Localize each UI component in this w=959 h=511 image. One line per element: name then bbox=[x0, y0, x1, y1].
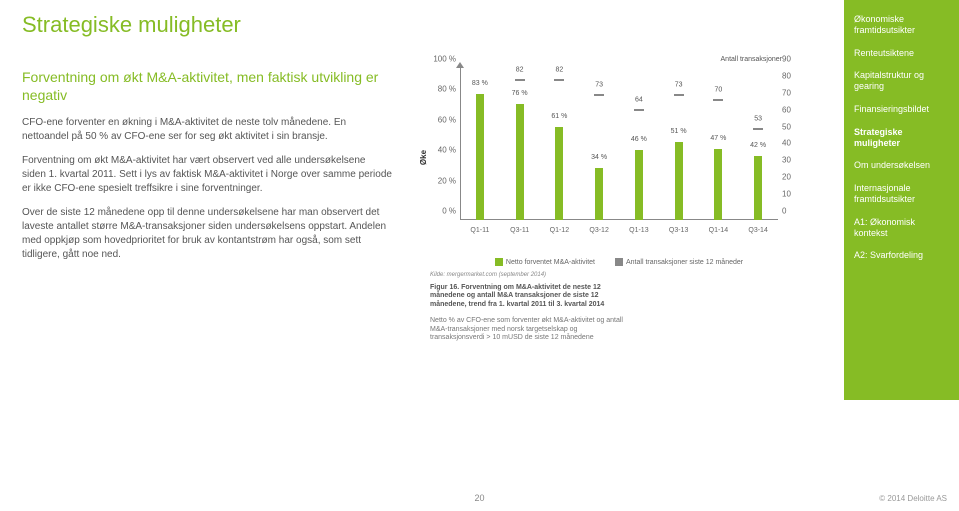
x-tick-label: Q1-12 bbox=[550, 227, 569, 234]
bar-pct bbox=[754, 156, 762, 220]
x-tick-label: Q3-13 bbox=[669, 227, 688, 234]
sidebar-item-3[interactable]: Finansieringsbildet bbox=[854, 98, 949, 121]
tx-mark bbox=[713, 99, 723, 101]
sidebar-item-1[interactable]: Renteutsiktene bbox=[854, 42, 949, 65]
y-tick-left: 60 % bbox=[432, 115, 456, 124]
bar-pct bbox=[516, 104, 524, 220]
tx-mark bbox=[753, 128, 763, 130]
bar-pct-label: 76 % bbox=[512, 90, 528, 97]
tx-label: 70 bbox=[714, 86, 722, 93]
sidebar-item-2[interactable]: Kapitalstruktur og gearing bbox=[854, 64, 949, 98]
x-tick-label: Q3-12 bbox=[589, 227, 608, 234]
x-tick-label: Q3-14 bbox=[748, 227, 767, 234]
y-tick-right: 30 bbox=[782, 156, 800, 165]
tx-label: 73 bbox=[595, 81, 603, 88]
legend-pct: Netto forventet M&A-aktivitet bbox=[495, 258, 595, 266]
page-title: Strategiske muligheter bbox=[0, 0, 959, 38]
sidebar-item-0[interactable]: Økonomiske framtidsutsikter bbox=[854, 8, 949, 42]
y-tick-left: 0 % bbox=[432, 207, 456, 216]
bar-pct bbox=[476, 94, 484, 220]
tx-label: 82 bbox=[555, 66, 563, 73]
y-tick-right: 50 bbox=[782, 122, 800, 131]
tx-label: 73 bbox=[675, 81, 683, 88]
y-tick-right: 70 bbox=[782, 88, 800, 97]
page-number: 20 bbox=[0, 493, 959, 503]
bar-pct bbox=[714, 149, 722, 220]
y-tick-left: 20 % bbox=[432, 176, 456, 185]
bar-pct-label: 51 % bbox=[671, 128, 687, 135]
tx-mark bbox=[634, 109, 644, 111]
x-tick-label: Q1-14 bbox=[709, 227, 728, 234]
sidebar-item-8[interactable]: A2: Svarfordeling bbox=[854, 244, 949, 267]
sidebar-nav: Økonomiske framtidsutsikterRenteutsikten… bbox=[844, 0, 959, 400]
bar-pct-label: 46 % bbox=[631, 136, 647, 143]
bar-pct-label: 42 % bbox=[750, 142, 766, 149]
tx-mark bbox=[674, 94, 684, 96]
tx-mark bbox=[554, 79, 564, 81]
y-tick-right: 40 bbox=[782, 139, 800, 148]
tx-label: 82 bbox=[516, 66, 524, 73]
chart-box: Øke 0 %20 %40 %60 %80 %100 %010203040506… bbox=[430, 68, 802, 238]
y-tick-right: 80 bbox=[782, 71, 800, 80]
y-tick-right: 10 bbox=[782, 190, 800, 199]
chart-area: Antall transaksjoner Øke 0 %20 %40 %60 %… bbox=[412, 68, 802, 342]
subheading: Forventning om økt M&A-aktivitet, men fa… bbox=[22, 68, 392, 104]
y-tick-right: 90 bbox=[782, 55, 800, 64]
sidebar-item-5[interactable]: Om undersøkelsen bbox=[854, 154, 949, 177]
chart-legend: Netto forventet M&A-aktivitet Antall tra… bbox=[460, 258, 778, 266]
tx-label: 53 bbox=[754, 115, 762, 122]
tx-label: 64 bbox=[635, 97, 643, 104]
x-tick-label: Q1-13 bbox=[629, 227, 648, 234]
paragraph-2: Forventning om økt M&A-aktivitet har vær… bbox=[22, 154, 392, 196]
x-tick-label: Q1-11 bbox=[470, 227, 489, 234]
bar-pct bbox=[635, 150, 643, 220]
bar-pct-label: 34 % bbox=[591, 154, 607, 161]
plot-area: 0 %20 %40 %60 %80 %100 %0102030405060708… bbox=[460, 68, 778, 220]
main-content: Forventning om økt M&A-aktivitet, men fa… bbox=[0, 38, 959, 342]
chart-caption: Figur 16. Forventning om M&A-aktivitet d… bbox=[430, 284, 610, 309]
y-tick-right: 20 bbox=[782, 173, 800, 182]
y-tick-right: 0 bbox=[782, 207, 800, 216]
bar-pct-label: 83 % bbox=[472, 80, 488, 87]
paragraph-3: Over de siste 12 månedene opp til denne … bbox=[22, 206, 392, 262]
copyright: © 2014 Deloitte AS bbox=[879, 494, 947, 503]
right-axis-title: Antall transaksjoner bbox=[721, 56, 782, 63]
y-tick-right: 60 bbox=[782, 105, 800, 114]
bar-pct-label: 61 % bbox=[551, 113, 567, 120]
y-tick-left: 40 % bbox=[432, 146, 456, 155]
legend-tx: Antall transaksjoner siste 12 måneder bbox=[615, 258, 743, 266]
bar-pct bbox=[595, 168, 603, 220]
y-axis-label: Øke bbox=[419, 150, 428, 165]
bar-pct-label: 47 % bbox=[710, 135, 726, 142]
chart-note: Netto % av CFO-ene som forventer økt M&A… bbox=[430, 317, 630, 342]
sidebar-item-4[interactable]: Strategiske muligheter bbox=[854, 121, 949, 155]
x-tick-label: Q3-11 bbox=[510, 227, 529, 234]
bar-pct bbox=[675, 142, 683, 220]
bar-pct bbox=[555, 127, 563, 220]
tx-mark bbox=[515, 79, 525, 81]
sidebar-item-6[interactable]: Internasjonale framtidsutsikter bbox=[854, 177, 949, 211]
chart-source: Kilde: mergermarket.com (september 2014) bbox=[430, 272, 802, 278]
tx-mark bbox=[594, 94, 604, 96]
paragraph-1: CFO-ene forventer en økning i M&A-aktivi… bbox=[22, 116, 392, 144]
y-tick-left: 100 % bbox=[432, 55, 456, 64]
left-column: Forventning om økt M&A-aktivitet, men fa… bbox=[22, 68, 412, 342]
sidebar-item-7[interactable]: A1: Økonomisk kontekst bbox=[854, 211, 949, 245]
y-tick-left: 80 % bbox=[432, 85, 456, 94]
